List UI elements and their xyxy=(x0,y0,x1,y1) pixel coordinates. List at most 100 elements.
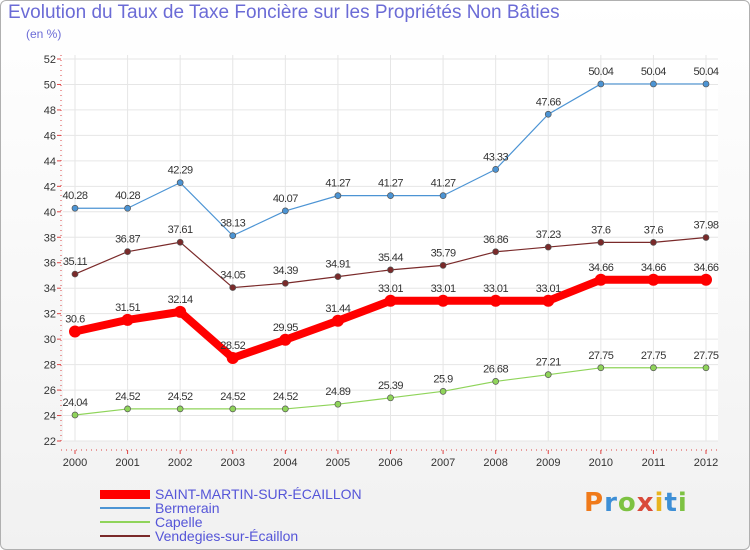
data-label: 31.44 xyxy=(325,303,350,315)
data-point xyxy=(71,411,79,419)
y-tick-label: 50 xyxy=(44,79,56,91)
data-point xyxy=(437,294,450,307)
data-point xyxy=(492,166,500,173)
chart-unit-label: (en %) xyxy=(26,27,62,41)
data-point xyxy=(334,400,342,408)
data-label: 24.52 xyxy=(273,391,298,403)
data-label: 40.28 xyxy=(62,190,87,202)
data-label: 41.27 xyxy=(325,178,350,190)
data-label: 41.27 xyxy=(378,178,403,190)
data-point xyxy=(124,204,131,212)
data-label: 37.6 xyxy=(644,224,664,236)
y-tick-label: 28 xyxy=(44,360,56,372)
data-label: 31.51 xyxy=(115,302,140,314)
data-label: 36.86 xyxy=(483,234,508,246)
data-point xyxy=(544,371,552,379)
data-label: 33.01 xyxy=(378,283,403,295)
logo-letter: x xyxy=(636,488,655,518)
data-label: 27.75 xyxy=(641,350,666,362)
data-point xyxy=(334,192,342,199)
legend-label: Capelle xyxy=(155,514,203,530)
y-tick-label: 44 xyxy=(44,156,56,168)
data-point xyxy=(597,239,605,246)
y-tick-label: 38 xyxy=(44,232,56,244)
data-label: 32.14 xyxy=(168,294,193,306)
y-tick-label: 46 xyxy=(44,130,56,142)
y-tick-label: 22 xyxy=(44,436,56,448)
legend-swatch xyxy=(100,521,150,523)
data-label: 37.98 xyxy=(693,220,718,232)
data-label: 37.23 xyxy=(536,229,561,241)
x-tick-label: 2009 xyxy=(536,457,560,469)
data-label: 30.6 xyxy=(65,313,85,325)
data-label: 25.9 xyxy=(433,373,453,385)
data-label: 35.44 xyxy=(378,252,403,264)
data-point xyxy=(597,80,605,88)
data-point xyxy=(174,305,187,318)
data-point xyxy=(700,273,712,286)
data-point xyxy=(647,273,660,286)
data-label: 33.01 xyxy=(431,283,456,295)
y-tick-label: 42 xyxy=(44,181,56,193)
data-point xyxy=(544,243,552,251)
data-point xyxy=(594,273,607,286)
y-tick-label: 36 xyxy=(44,258,56,270)
data-label: 37.6 xyxy=(591,224,611,236)
data-label: 27.75 xyxy=(693,350,718,362)
data-point xyxy=(439,387,447,395)
data-point xyxy=(279,333,292,346)
y-tick-label: 24 xyxy=(44,411,56,423)
logo-letter: o xyxy=(617,488,637,518)
x-tick-label: 2006 xyxy=(378,457,402,469)
data-label: 40.07 xyxy=(273,193,298,205)
logo-letter: i xyxy=(654,488,665,518)
data-point xyxy=(650,364,657,372)
data-label: 40.28 xyxy=(115,190,140,202)
data-point xyxy=(334,273,342,280)
data-point xyxy=(439,262,447,269)
data-label: 27.21 xyxy=(536,357,561,369)
data-label: 34.66 xyxy=(588,262,613,274)
x-tick-label: 2003 xyxy=(221,457,245,469)
data-label: 28.52 xyxy=(220,340,245,352)
data-label: 38.13 xyxy=(220,218,245,230)
data-point xyxy=(650,239,657,246)
data-label: 35.79 xyxy=(431,247,456,259)
data-label: 34.66 xyxy=(641,262,666,274)
legend-label: SAINT-MARTIN-SUR-ÉCAILLON xyxy=(155,486,362,502)
logo-letter: i xyxy=(677,488,688,518)
y-tick-label: 52 xyxy=(44,54,56,66)
data-point xyxy=(542,294,555,307)
x-tick-label: 2002 xyxy=(168,457,192,469)
data-point xyxy=(384,294,397,307)
proxiti-logo: Proxiti xyxy=(584,488,688,518)
data-point xyxy=(281,207,289,215)
data-point xyxy=(281,279,289,287)
data-point xyxy=(650,80,657,88)
data-label: 25.39 xyxy=(378,380,403,392)
legend-item: SAINT-MARTIN-SUR-ÉCAILLON xyxy=(100,486,362,502)
data-point xyxy=(229,284,237,291)
x-tick-label: 2005 xyxy=(326,457,350,469)
data-label: 24.52 xyxy=(115,391,140,403)
x-tick-label: 2010 xyxy=(589,457,613,469)
y-tick-label: 34 xyxy=(44,283,56,295)
data-point xyxy=(124,405,131,413)
legend-item: Capelle xyxy=(100,514,202,530)
data-point xyxy=(489,294,502,307)
legend-item: Bermerain xyxy=(100,500,220,516)
y-tick-label: 32 xyxy=(44,309,56,321)
data-label: 34.05 xyxy=(220,270,245,282)
logo-letter: P xyxy=(584,488,605,518)
data-label: 24.52 xyxy=(168,391,193,403)
chart-title: Evolution du Taux de Taxe Foncière sur l… xyxy=(8,2,560,23)
data-point xyxy=(702,364,710,372)
data-label: 50.04 xyxy=(693,66,718,78)
data-label: 36.87 xyxy=(115,234,140,246)
legend-swatch xyxy=(100,507,150,509)
data-point xyxy=(176,405,184,413)
data-point xyxy=(226,351,239,364)
x-tick-label: 2007 xyxy=(431,457,455,469)
data-point xyxy=(121,313,134,326)
data-label: 27.75 xyxy=(588,350,613,362)
